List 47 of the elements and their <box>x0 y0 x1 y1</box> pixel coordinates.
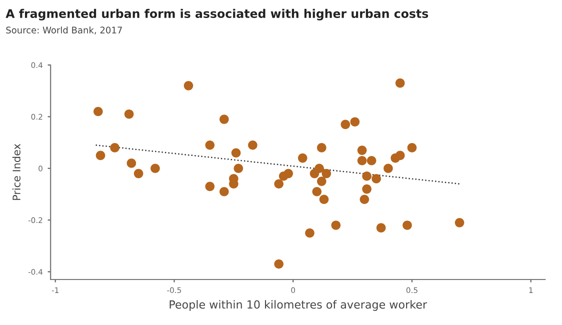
point <box>376 223 386 232</box>
point <box>205 182 215 192</box>
point <box>322 168 332 178</box>
point <box>319 194 329 204</box>
point <box>362 184 372 194</box>
point <box>362 171 372 181</box>
point <box>234 164 244 174</box>
y-axis-title: Price Index <box>12 144 20 200</box>
point <box>402 220 412 230</box>
point <box>150 164 160 174</box>
point <box>360 194 370 204</box>
point <box>340 120 350 130</box>
point <box>126 158 136 168</box>
chart-title: A fragmented urban form is associated with higher urban costs <box>6 8 428 20</box>
point <box>96 150 106 160</box>
point <box>93 106 103 116</box>
point <box>124 109 134 119</box>
point <box>284 168 294 178</box>
point <box>357 156 367 166</box>
point <box>314 164 324 174</box>
point <box>407 143 417 152</box>
point <box>274 179 284 189</box>
point <box>395 150 405 160</box>
point <box>231 148 241 158</box>
point <box>305 228 314 238</box>
point <box>312 186 322 196</box>
point <box>248 140 258 150</box>
point <box>219 186 229 196</box>
point <box>350 117 360 127</box>
point <box>134 168 144 178</box>
point <box>298 153 308 163</box>
point <box>205 140 215 150</box>
point <box>384 164 393 174</box>
point <box>316 143 326 152</box>
point <box>184 81 194 90</box>
point <box>372 174 381 184</box>
point <box>454 218 464 228</box>
point <box>316 176 326 186</box>
point <box>110 143 120 152</box>
point <box>331 220 341 230</box>
point <box>274 259 284 269</box>
point <box>219 114 229 124</box>
point <box>357 146 367 155</box>
point <box>366 156 376 166</box>
source-note: Source: World Bank, 2017 <box>6 26 122 34</box>
point <box>395 78 405 88</box>
x-axis-title: People within 10 kilometres of average worker <box>170 300 428 311</box>
